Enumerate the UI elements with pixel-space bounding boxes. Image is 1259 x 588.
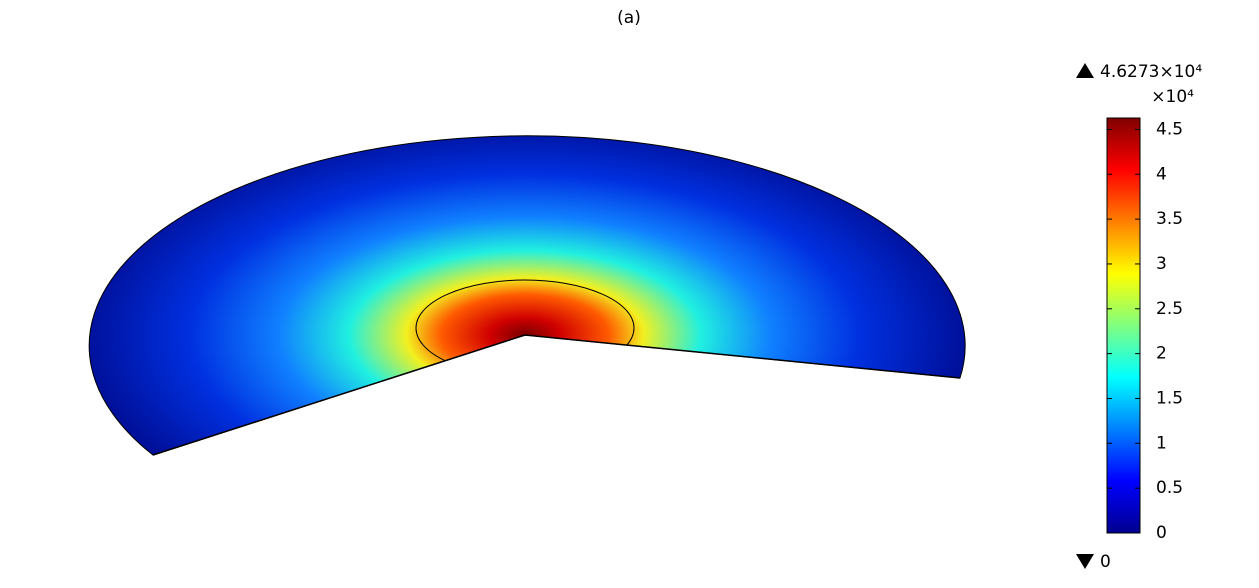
tick-label: 3 bbox=[1156, 254, 1167, 274]
tick-label: 3.5 bbox=[1156, 209, 1183, 229]
colorbar: 4.6273×10⁴ ×10⁴ 0 0 0.5 1 1.5 2 2.5 3 3.5 4 4.5 bbox=[1076, 62, 1202, 572]
colorbar-multiplier: ×10⁴ bbox=[1151, 87, 1194, 107]
tick-label: 0.5 bbox=[1156, 478, 1183, 498]
min-marker bbox=[1076, 554, 1094, 569]
tick-label: 1.5 bbox=[1156, 388, 1183, 408]
cut-edge bbox=[152, 334, 961, 456]
tick-label: 4 bbox=[1156, 164, 1167, 184]
tick-label: 4.5 bbox=[1156, 119, 1183, 139]
min-label: 0 bbox=[1100, 552, 1111, 572]
sector-surface bbox=[88, 135, 966, 456]
tick-label: 2.5 bbox=[1156, 299, 1183, 319]
colorbar-scale bbox=[1106, 117, 1141, 534]
max-label: 4.6273×10⁴ bbox=[1100, 62, 1202, 82]
chart-title: (a) bbox=[617, 8, 641, 28]
tick-label: 1 bbox=[1156, 433, 1167, 453]
max-marker bbox=[1076, 63, 1094, 78]
surface-plot bbox=[88, 135, 966, 456]
tick-label: 0 bbox=[1156, 523, 1167, 543]
tick-label: 2 bbox=[1156, 344, 1167, 364]
